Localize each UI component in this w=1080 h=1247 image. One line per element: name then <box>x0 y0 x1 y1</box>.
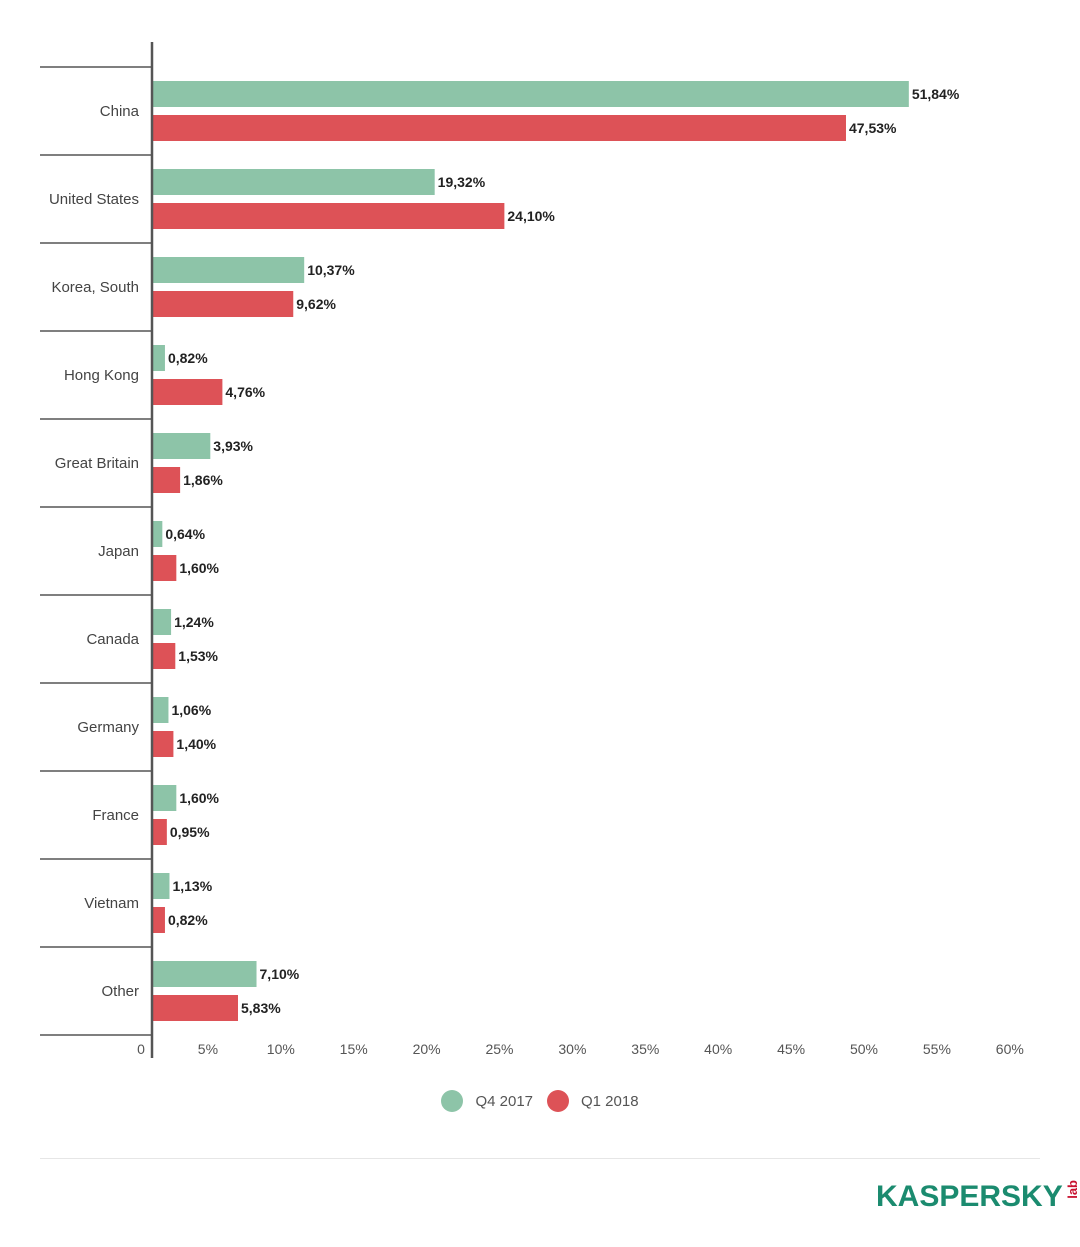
data-label: 0,95% <box>170 824 210 840</box>
x-tick-label: 25% <box>485 1041 513 1057</box>
x-tick-label: 35% <box>631 1041 659 1057</box>
data-label: 19,32% <box>438 174 486 190</box>
category-label: United States <box>49 191 139 208</box>
x-tick-label: 15% <box>340 1041 368 1057</box>
kaspersky-logo: KASPERSKY lab <box>876 1180 1080 1214</box>
category-label: Hong Kong <box>64 367 139 384</box>
data-label: 1,53% <box>178 648 218 664</box>
data-label: 9,62% <box>296 296 336 312</box>
category-label: Korea, South <box>51 279 139 296</box>
category-label: Other <box>101 983 139 1000</box>
legend-item-q4-2017[interactable]: Q4 2017 <box>441 1090 533 1112</box>
x-tick-label: 0 <box>137 1041 145 1057</box>
x-tick-label: 20% <box>413 1041 441 1057</box>
data-label: 7,10% <box>260 966 300 982</box>
x-tick-label: 30% <box>558 1041 586 1057</box>
data-label: 10,37% <box>307 262 355 278</box>
legend: Q4 2017 Q1 2018 <box>0 1090 1080 1112</box>
x-tick-label: 40% <box>704 1041 732 1057</box>
bar-q4-2017 <box>153 785 177 811</box>
data-label: 1,06% <box>171 702 211 718</box>
bar-q4-2017 <box>153 433 211 459</box>
bar-q1-2018 <box>153 379 223 405</box>
bar-q1-2018 <box>153 115 846 141</box>
bar-q1-2018 <box>153 907 165 933</box>
data-label: 24,10% <box>507 208 555 224</box>
legend-label-q4: Q4 2017 <box>475 1092 533 1110</box>
bar-q4-2017 <box>153 961 257 987</box>
data-label: 4,76% <box>225 384 265 400</box>
bar-q4-2017 <box>153 81 909 107</box>
bar-q4-2017 <box>153 609 172 635</box>
data-label: 1,86% <box>183 472 223 488</box>
category-label: Vietnam <box>84 895 139 912</box>
data-label: 3,93% <box>213 438 253 454</box>
bar-q1-2018 <box>153 555 177 581</box>
x-tick-label: 55% <box>923 1041 951 1057</box>
bar-q1-2018 <box>153 731 174 757</box>
legend-swatch-q4 <box>441 1090 464 1112</box>
bar-q1-2018 <box>153 643 176 669</box>
bar-q4-2017 <box>153 873 170 899</box>
bar-q1-2018 <box>153 291 294 317</box>
legend-item-q1-2018[interactable]: Q1 2018 <box>547 1090 639 1112</box>
data-label: 1,60% <box>179 790 219 806</box>
data-label: 1,40% <box>176 736 216 752</box>
data-label: 51,84% <box>912 86 960 102</box>
x-tick-label: 60% <box>996 1041 1024 1057</box>
category-label: France <box>92 807 139 824</box>
bar-q4-2017 <box>153 345 165 371</box>
x-tick-label: 45% <box>777 1041 805 1057</box>
x-tick-label: 5% <box>198 1041 218 1057</box>
bar-q4-2017 <box>153 697 169 723</box>
bar-q1-2018 <box>153 467 181 493</box>
data-label: 1,13% <box>172 878 212 894</box>
bar-q1-2018 <box>153 819 167 845</box>
legend-label-q1: Q1 2018 <box>581 1092 639 1110</box>
data-label: 1,60% <box>179 560 219 576</box>
bar-chart: China 51,84% 47,53% United States 19,32% 24,1… <box>40 42 1024 1058</box>
legend-swatch-q1 <box>547 1090 569 1112</box>
x-tick-label: 10% <box>267 1041 295 1057</box>
data-label: 1,24% <box>174 614 214 630</box>
data-label: 0,82% <box>168 350 208 366</box>
category-label: Germany <box>77 719 139 736</box>
data-label: 5,83% <box>241 1000 281 1016</box>
logo-suffix: lab <box>1064 1180 1080 1199</box>
category-label: Canada <box>86 631 139 648</box>
bar-q4-2017 <box>153 169 435 195</box>
bar-q4-2017 <box>153 521 163 547</box>
category-label: China <box>100 103 140 120</box>
logo-text: KASPERSKY <box>876 1180 1063 1213</box>
footer-divider <box>40 1158 1040 1159</box>
bar-q1-2018 <box>153 203 505 229</box>
x-tick-label: 50% <box>850 1041 878 1057</box>
category-label: Great Britain <box>55 455 139 472</box>
bar-q1-2018 <box>153 995 239 1021</box>
bar-q4-2017 <box>153 257 305 283</box>
data-label: 0,82% <box>168 912 208 928</box>
category-label: Japan <box>98 543 139 560</box>
data-label: 47,53% <box>849 120 897 136</box>
data-label: 0,64% <box>165 526 205 542</box>
